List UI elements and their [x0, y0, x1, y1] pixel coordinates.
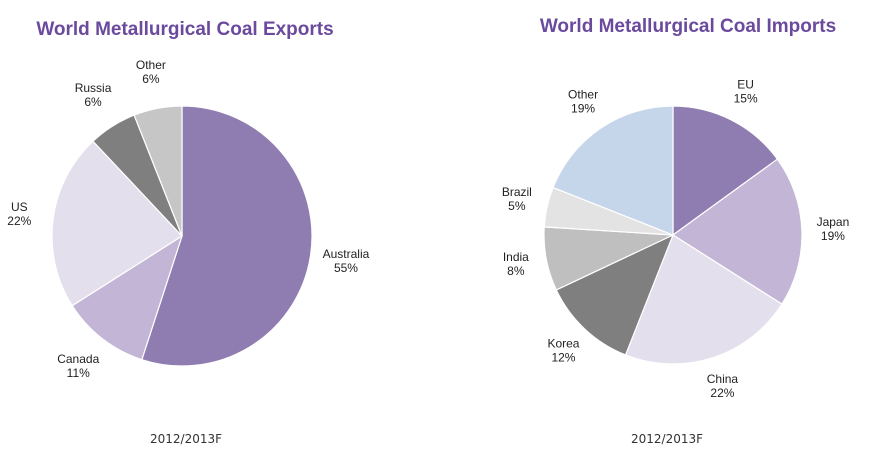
- imports-caption: 2012/2013F: [631, 432, 703, 446]
- slice-label-other: Other 19%: [568, 88, 598, 116]
- slice-label-brazil: Brazil 5%: [502, 185, 532, 213]
- slice-label-other: Other 6%: [136, 58, 166, 86]
- pie-slice-other: [133, 105, 183, 237]
- slice-label-russia: Russia 6%: [75, 81, 112, 109]
- pie-slice-canada: [71, 234, 184, 361]
- slice-label-us: US 22%: [7, 200, 31, 228]
- exports-pie: [51, 105, 313, 367]
- slice-label-eu: EU 15%: [734, 77, 758, 105]
- slice-label-china: China 22%: [707, 372, 739, 400]
- exports-chart: World Metallurgical Coal Exports Austral…: [7, 19, 369, 446]
- imports-chart-title: World Metallurgical Coal Imports: [540, 16, 836, 37]
- exports-labels: Australia 55% Canada 11% US 22% Russia 6% Other 6…: [7, 58, 369, 380]
- imports-chart: World Metallurgical Coal Imports EU 15% Ja…: [502, 16, 849, 446]
- pie-slice-eu: [672, 105, 779, 237]
- slice-label-canada: Canada 11%: [57, 352, 99, 380]
- imports-labels: EU 15% Japan 19% China 22% Korea 12% India 8% Braz…: [502, 77, 849, 400]
- pie-slice-other: [552, 105, 674, 236]
- pie-slice-us: [51, 140, 183, 307]
- pie-slice-korea: [555, 233, 675, 356]
- exports-chart-title: World Metallurgical Coal Exports: [36, 19, 333, 40]
- slice-label-india: India 8%: [503, 250, 529, 278]
- pie-slice-japan: [671, 158, 803, 305]
- exports-caption: 2012/2013F: [150, 432, 222, 446]
- slice-label-australia: Australia 55%: [323, 247, 370, 275]
- slice-label-japan: Japan 19%: [817, 215, 850, 243]
- imports-pie: [543, 105, 803, 365]
- pie-slice-china: [624, 234, 783, 365]
- pie-slice-australia: [141, 105, 313, 367]
- slice-label-korea: Korea 12%: [547, 337, 579, 365]
